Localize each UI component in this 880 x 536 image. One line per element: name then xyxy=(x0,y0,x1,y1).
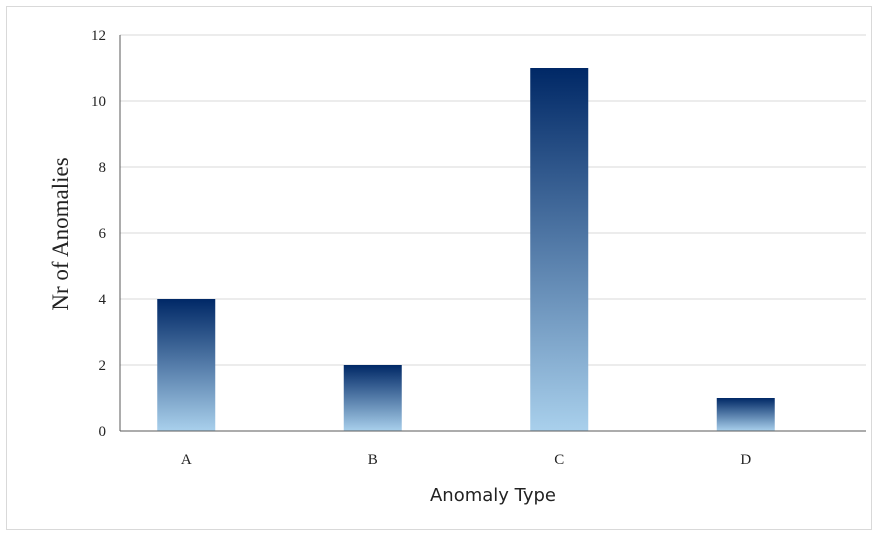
y-tick-label: 12 xyxy=(91,28,106,44)
y-tick-label: 10 xyxy=(91,94,106,110)
y-tick-label: 6 xyxy=(99,226,107,242)
y-tick-label: 4 xyxy=(99,292,107,308)
x-tick-label-c: C xyxy=(554,452,564,468)
y-tick-label: 8 xyxy=(99,160,107,176)
y-axis-title: Nr of Anomalies xyxy=(48,157,73,310)
chart-frame xyxy=(6,6,872,530)
bars xyxy=(157,68,775,431)
x-axis-title: Anomaly Type xyxy=(430,485,556,506)
x-tick-label-d: D xyxy=(740,452,751,468)
x-tick-labels: A B C D xyxy=(181,452,752,468)
bar-a xyxy=(157,299,216,431)
axes xyxy=(119,35,866,432)
bar-d xyxy=(716,398,775,431)
x-tick-label-a: A xyxy=(181,452,192,468)
grid-lines xyxy=(120,34,866,366)
y-tick-labels: 0 2 4 6 8 10 12 xyxy=(91,28,107,440)
bar-c xyxy=(530,68,589,431)
y-tick-label: 2 xyxy=(99,358,107,374)
bar-b xyxy=(343,365,402,431)
x-tick-label-b: B xyxy=(368,452,378,468)
y-tick-label: 0 xyxy=(99,424,107,440)
